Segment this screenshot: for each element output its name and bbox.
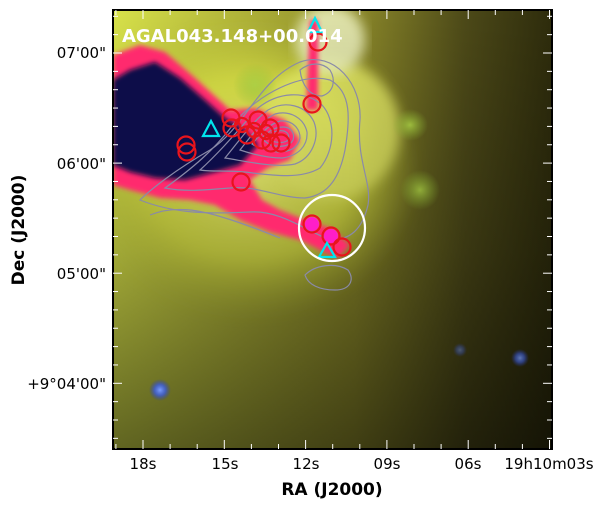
red-circle-marker [332, 237, 352, 257]
red-circle-marker [261, 133, 281, 153]
y-tick-label: 05'00" [57, 265, 106, 283]
image-title: AGAL043.148+00.014 [122, 26, 343, 47]
red-circle-marker [176, 135, 196, 155]
y-tick-label: +9°04'00" [27, 375, 106, 393]
x-tick-label: 18s [130, 455, 157, 473]
cyan-triangle-marker [317, 240, 337, 259]
red-circle-markers [176, 32, 352, 257]
red-circle-marker [233, 116, 251, 134]
x-axis-label: RA (J2000) [281, 480, 382, 500]
cyan-triangle-marker [201, 118, 221, 138]
red-circle-marker [231, 172, 251, 192]
sky-image: AGAL043.148+00.014 [113, 10, 552, 449]
red-circle-marker [271, 133, 291, 153]
cyan-triangle-markers [201, 15, 337, 259]
x-tick-label: 15s [212, 455, 239, 473]
red-circle-marker [308, 32, 328, 52]
y-tick-label: 07'00" [57, 44, 106, 62]
red-circle-marker [302, 214, 322, 234]
white-circle-marker [297, 193, 367, 263]
y-axis-label: Dec (J2000) [9, 175, 29, 286]
red-circle-marker [257, 123, 275, 141]
cyan-triangle-marker [306, 15, 324, 34]
red-circle-marker [302, 94, 322, 114]
red-circle-marker [177, 142, 197, 162]
y-tick-label: 06'00" [57, 155, 106, 173]
x-tick-label: 09s [374, 455, 401, 473]
x-tick-labels: 18s 15s 12s 09s 06s 19h10m03s [130, 455, 594, 473]
red-circle-marker [321, 226, 341, 246]
axis-ticks [113, 10, 552, 449]
x-tick-label: 12s [293, 455, 320, 473]
x-tick-label: 19h10m03s [504, 455, 593, 473]
x-tick-label: 06s [455, 455, 482, 473]
y-tick-labels: 07'00" 06'00" 05'00" +9°04'00" [27, 44, 106, 393]
